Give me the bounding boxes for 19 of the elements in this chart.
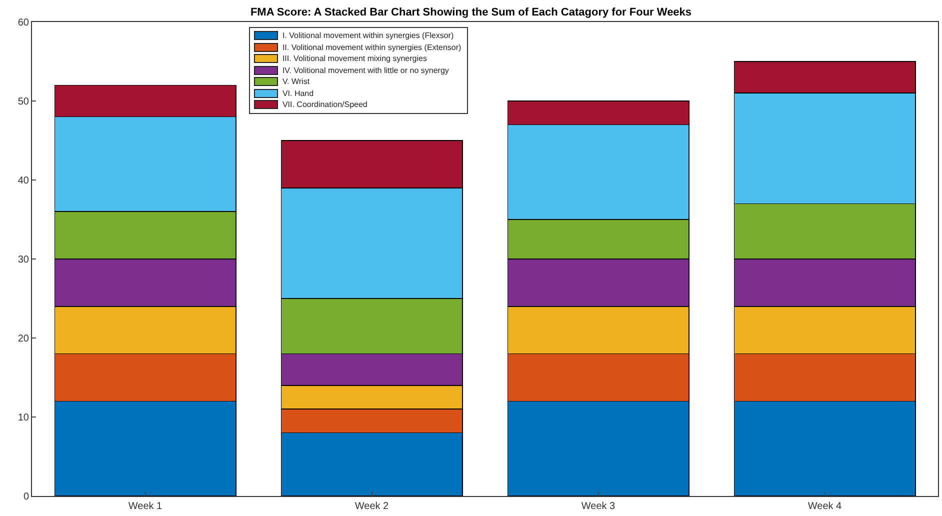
y-tick-label: 10: [18, 412, 30, 424]
legend-label: II. Volitional movement within synergies (Extensor): [282, 42, 462, 53]
y-tick-label: 20: [18, 334, 30, 344]
legend-label: VI. Hand: [282, 88, 314, 99]
x-tick-label: Week 3: [581, 501, 616, 512]
y-tick-label: 40: [18, 176, 30, 186]
x-tick-label: Week 4: [808, 501, 842, 512]
y-tick-label: 0: [23, 492, 30, 502]
x-tick-label: Week 1: [128, 501, 163, 512]
x-tick-label: Week 2: [354, 501, 390, 512]
legend-label: IV. Volitional movement with little or no synergy: [282, 64, 449, 76]
y-tick-label: 50: [18, 96, 30, 108]
legend-label: III. Volitional movement mixing synergies: [282, 53, 427, 64]
y-tick-label: 30: [18, 254, 30, 266]
y-tick-label: 60: [18, 18, 30, 28]
legend-label: I. Volitional movement within synergies (Flexsor): [282, 30, 454, 42]
legend-label: V. Wrist: [282, 76, 310, 88]
chart-title: FMA Score: A Stacked Bar Chart Showing the Sum of Each Catagory for Four Weeks: [250, 6, 692, 18]
legend-label: VII. Coordination/Speed: [282, 99, 368, 110]
